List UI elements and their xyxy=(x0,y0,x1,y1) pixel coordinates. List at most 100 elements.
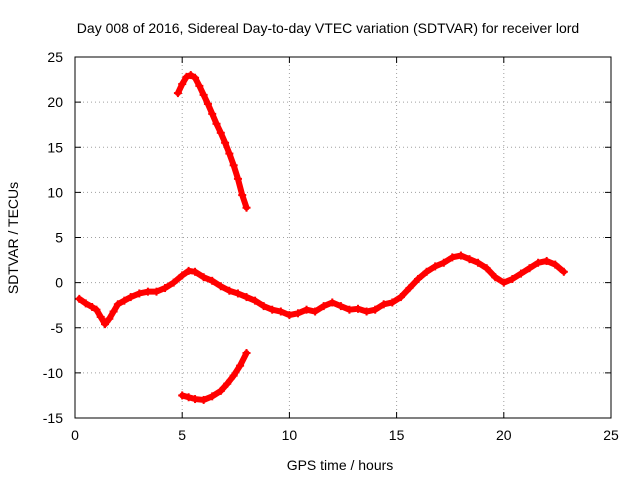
axes: 0 5 10 15 20 25 -15 -10 -5 0 5 10 15 20 25 xyxy=(43,49,619,443)
data-point xyxy=(242,293,251,302)
data-point xyxy=(448,253,457,262)
data-point xyxy=(388,298,397,307)
data-point xyxy=(191,73,200,82)
y-axis-label: SDTVAR / TECUs xyxy=(5,182,21,294)
data-point xyxy=(233,289,242,298)
data-point xyxy=(236,361,245,370)
data-points xyxy=(75,71,568,404)
data-point xyxy=(169,278,178,287)
data-point xyxy=(354,304,363,313)
data-point xyxy=(161,284,170,293)
data-point xyxy=(534,258,543,267)
data-point xyxy=(199,395,208,404)
data-point xyxy=(191,267,200,276)
data-point xyxy=(113,300,122,309)
data-point xyxy=(212,119,221,128)
data-point xyxy=(371,305,380,314)
data-point xyxy=(105,314,114,323)
x-tick-label: 0 xyxy=(71,427,79,443)
data-point xyxy=(92,305,101,314)
data-point xyxy=(223,379,232,388)
data-point xyxy=(542,256,551,265)
data-point xyxy=(439,258,448,267)
data-point xyxy=(405,284,414,293)
data-point xyxy=(225,286,234,295)
data-point xyxy=(242,203,251,212)
data-point xyxy=(328,298,337,307)
data-point xyxy=(178,391,187,400)
y-tick-label: -5 xyxy=(51,320,64,336)
y-tick-label: 25 xyxy=(47,49,63,65)
data-point xyxy=(233,174,242,183)
series-main-band xyxy=(76,252,567,328)
data-point xyxy=(551,260,560,269)
data-point xyxy=(126,293,135,302)
data-point xyxy=(311,307,320,316)
data-point xyxy=(474,258,483,267)
data-point xyxy=(559,267,568,276)
data-point xyxy=(229,161,238,170)
y-tick-label: 15 xyxy=(47,139,63,155)
data-point xyxy=(186,71,195,80)
x-axis-label: GPS time / hours xyxy=(287,457,394,473)
data-point xyxy=(225,149,234,158)
data-point xyxy=(499,278,508,287)
data-point xyxy=(178,80,187,89)
data-point xyxy=(195,81,204,90)
x-tick-label: 5 xyxy=(178,427,186,443)
data-point xyxy=(101,320,110,329)
x-tick-label: 15 xyxy=(389,427,405,443)
x-tick-label: 10 xyxy=(282,427,298,443)
data-point xyxy=(319,302,328,311)
data-point xyxy=(285,311,294,320)
data-point xyxy=(143,287,152,296)
data-point xyxy=(302,305,311,314)
data-point xyxy=(81,299,90,308)
x-tick-label: 25 xyxy=(603,427,619,443)
data-point xyxy=(96,312,105,321)
data-point xyxy=(414,275,423,284)
data-point xyxy=(199,90,208,99)
data-point xyxy=(221,138,230,147)
y-tick-label: -10 xyxy=(43,365,63,381)
data-point xyxy=(208,392,217,401)
data-point xyxy=(178,271,187,280)
data-point xyxy=(208,109,217,118)
data-point xyxy=(431,262,440,271)
data-point xyxy=(184,393,193,402)
data-point xyxy=(293,309,302,318)
data-point xyxy=(109,307,118,316)
data-point xyxy=(268,305,277,314)
data-point xyxy=(238,191,247,200)
data-point xyxy=(208,276,217,285)
data-point xyxy=(379,300,388,309)
data-point xyxy=(482,264,491,273)
data-point xyxy=(216,386,225,395)
x-tick-label: 20 xyxy=(496,427,512,443)
grid-lines xyxy=(75,57,611,418)
data-point xyxy=(191,395,200,404)
y-tick-label: 10 xyxy=(47,184,63,200)
data-point xyxy=(251,296,260,305)
data-point xyxy=(362,307,371,316)
data-point xyxy=(508,275,517,284)
data-point xyxy=(396,293,405,302)
data-point xyxy=(242,349,251,358)
data-point xyxy=(203,99,212,108)
data-point xyxy=(229,371,238,380)
data-point xyxy=(422,267,431,276)
data-point xyxy=(276,307,285,316)
data-point xyxy=(336,302,345,311)
data-point xyxy=(173,89,182,98)
data-point xyxy=(516,269,525,278)
y-tick-label: 0 xyxy=(55,275,63,291)
data-point xyxy=(465,255,474,264)
y-tick-label: 20 xyxy=(47,94,63,110)
chart-title: Day 008 of 2016, Sidereal Day-to-day VTE… xyxy=(77,20,579,36)
y-tick-label: 5 xyxy=(55,230,63,246)
data-point xyxy=(75,294,84,303)
data-point xyxy=(88,302,97,311)
data-point xyxy=(182,72,191,81)
data-point xyxy=(259,302,268,311)
